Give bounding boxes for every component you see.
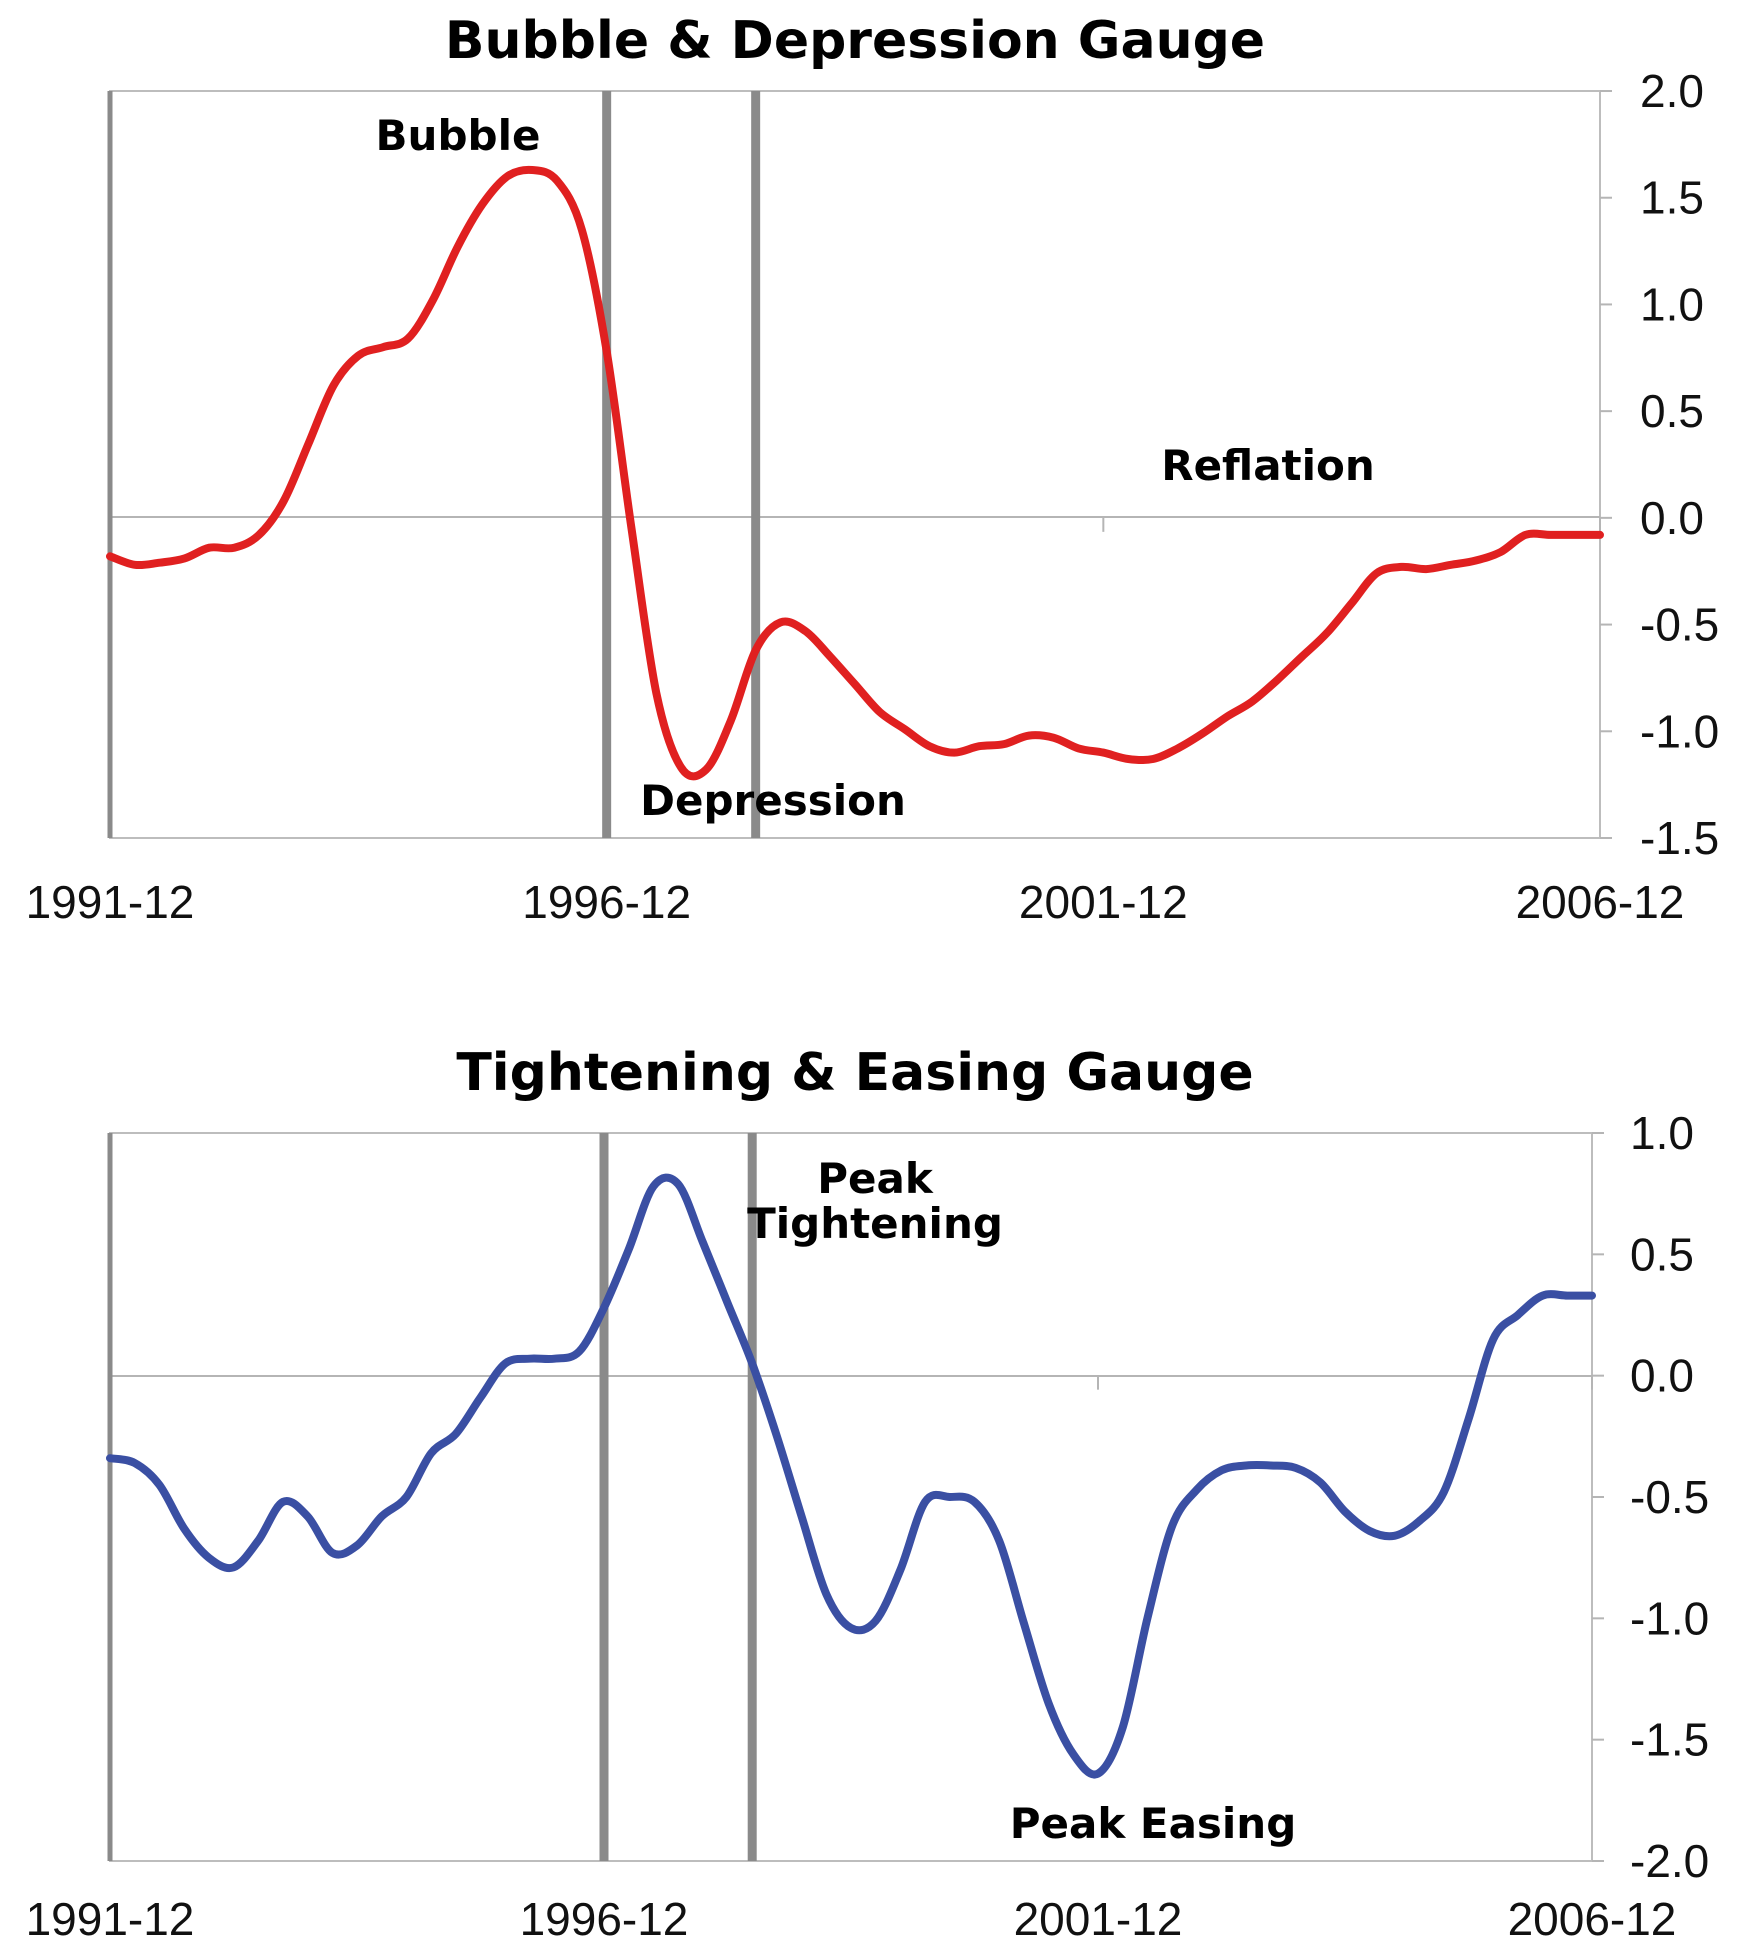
chart-title: Bubble & Depression Gauge [445, 11, 1265, 71]
y-tick-label: 0.5 [1630, 1228, 1694, 1280]
y-tick-label: 0.0 [1640, 492, 1704, 544]
x-axis-ticks: 1991-12 1996-12 2001-12 2006-12 [26, 1375, 1677, 1945]
x-tick-label: 1996-12 [520, 1893, 689, 1945]
y-tick-label: -1.5 [1630, 1714, 1709, 1766]
bubble-depression-chart: Bubble & Depression Gauge 2.0 1.5 1.0 0.5 0.… [26, 11, 1720, 928]
y-tick-label: -1.0 [1630, 1592, 1709, 1644]
x-tick-label: 2006-12 [1516, 876, 1685, 928]
x-tick-label: 2001-12 [1019, 876, 1188, 928]
y-tick-label: -1.0 [1640, 705, 1719, 757]
plot-frame [109, 90, 1601, 839]
y-tick-label: -1.5 [1640, 812, 1719, 864]
y-axis-ticks: 2.0 1.5 1.0 0.5 0.0 -0.5 -1.0 -1.5 [1600, 65, 1719, 864]
vertical-markers [107, 91, 761, 838]
y-tick-label: -0.5 [1630, 1471, 1709, 1523]
annotation-reflation: Reflation [1161, 441, 1375, 490]
y-tick-label: 2.0 [1640, 65, 1704, 117]
series-group [106, 1173, 1596, 1779]
y-tick-label: 1.0 [1640, 278, 1704, 330]
y-tick-label: 1.5 [1640, 172, 1704, 224]
annotation-peak-easing: Peak Easing [1010, 1799, 1297, 1848]
series-group [106, 165, 1604, 781]
y-tick-label: -0.5 [1640, 599, 1719, 651]
x-axis-ticks: 1991-12 1996-12 2001-12 2006-12 [26, 517, 1685, 928]
y-tick-label: -2.0 [1630, 1835, 1709, 1887]
annotation-depression: Depression [640, 776, 906, 825]
x-tick-label: 1996-12 [522, 876, 691, 928]
vertical-markers [107, 1133, 757, 1861]
y-tick-label: 0.0 [1630, 1350, 1694, 1402]
y-tick-label: 0.5 [1640, 385, 1704, 437]
annotation-bubble: Bubble [376, 111, 541, 160]
y-axis-ticks: 1.0 0.5 0.0 -0.5 -1.0 -1.5 -2.0 [1592, 1107, 1709, 1887]
annotation-tightening: Tightening [747, 1199, 1003, 1248]
x-tick-label: 2006-12 [1508, 1893, 1677, 1945]
x-tick-label: 1991-12 [26, 876, 195, 928]
annotation-peak: Peak [817, 1154, 934, 1203]
tightening-easing-chart: Tightening & Easing Gauge 1.0 0.5 0.0 -0.5 -… [26, 1043, 1710, 1945]
x-tick-label: 1991-12 [26, 1893, 195, 1945]
y-tick-label: 1.0 [1630, 1107, 1694, 1159]
chart-title: Tightening & Easing Gauge [456, 1043, 1253, 1103]
series-line [106, 165, 1604, 781]
x-tick-label: 2001-12 [1014, 1893, 1183, 1945]
series-line [106, 1173, 1596, 1779]
